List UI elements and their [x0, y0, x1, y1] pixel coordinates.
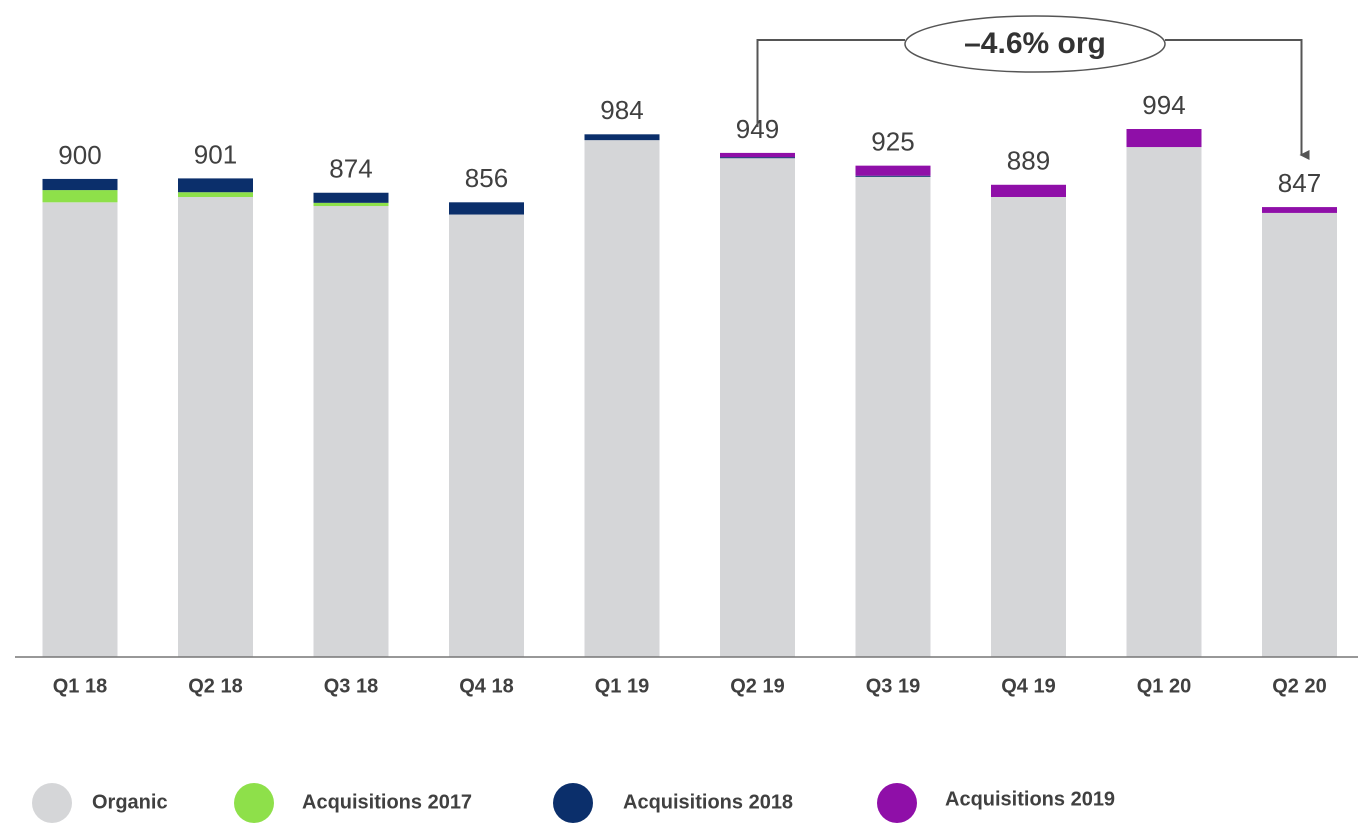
- bar-segment: [1262, 212, 1337, 658]
- total-label: 994: [1142, 90, 1185, 120]
- x-tick-label: Q2 18: [188, 675, 242, 697]
- bracket: [756, 39, 905, 127]
- total-label: 984: [600, 95, 643, 125]
- bar-segment: [449, 202, 524, 215]
- total-label: 925: [871, 127, 914, 157]
- total-label: 901: [194, 139, 237, 169]
- annotation: –4.6% org: [964, 27, 1106, 60]
- bar-segment: [42, 190, 118, 203]
- total-label: 874: [329, 154, 372, 184]
- x-tick-label: Q1 19: [595, 675, 649, 697]
- bar-segment: [855, 165, 931, 176]
- bar-segment: [720, 158, 795, 658]
- total-label: 847: [1278, 168, 1321, 198]
- total-label: 889: [1007, 146, 1050, 176]
- x-tick-label: Q2 20: [1272, 675, 1326, 697]
- bar-segment: [1126, 147, 1202, 657]
- x-tick-label: Q3 19: [866, 675, 920, 697]
- bar-segment: [178, 192, 253, 197]
- total-label: 900: [58, 140, 101, 170]
- x-tick-label: Q3 18: [324, 675, 378, 697]
- legend-swatch: [553, 783, 593, 823]
- bracket-arrow: [1165, 39, 1310, 160]
- legend-label: Acquisitions 2017: [302, 791, 472, 813]
- x-tick-label: Q2 19: [730, 675, 784, 697]
- legend-label: Acquisitions 2019: [945, 788, 1115, 810]
- bar-segment: [720, 157, 795, 159]
- x-tick-label: Q1 18: [53, 675, 107, 697]
- bar-segment: [855, 175, 931, 177]
- bar-segment: [584, 140, 660, 658]
- bar-segment: [991, 196, 1066, 658]
- bar-segment: [1126, 129, 1202, 148]
- bar-segment: [991, 184, 1066, 197]
- bar-segment: [1262, 207, 1337, 213]
- bar-segment: [313, 206, 389, 657]
- bar-segment: [720, 152, 795, 158]
- bar-segment: [178, 196, 253, 658]
- bar-segment: [42, 178, 118, 191]
- bar-segment: [449, 214, 524, 658]
- legend-swatch: [877, 783, 917, 823]
- bar-segment: [42, 202, 118, 657]
- bar-segment: [178, 178, 253, 193]
- total-label: 856: [465, 163, 508, 193]
- bar-segment: [313, 202, 389, 207]
- annotation-bubble: [904, 15, 1166, 73]
- bar-segment: [584, 134, 660, 141]
- x-tick-label: Q4 18: [459, 675, 513, 697]
- bar-segment: [313, 192, 389, 203]
- legend-swatch: [234, 783, 274, 823]
- legend-label: Acquisitions 2018: [623, 791, 793, 813]
- legend-label: Organic: [92, 791, 168, 813]
- x-tick-label: Q1 20: [1137, 675, 1191, 697]
- x-tick-label: Q4 19: [1001, 675, 1055, 697]
- legend-swatch: [32, 783, 72, 823]
- bar-segment: [855, 176, 931, 658]
